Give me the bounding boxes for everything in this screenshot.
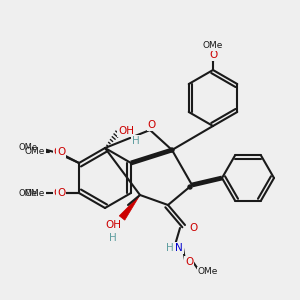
Circle shape bbox=[188, 185, 192, 189]
Text: O: O bbox=[148, 120, 156, 130]
Text: OMe: OMe bbox=[198, 268, 218, 277]
Text: O: O bbox=[209, 50, 217, 60]
Circle shape bbox=[170, 148, 174, 152]
Text: O: O bbox=[54, 188, 62, 198]
Text: O: O bbox=[189, 223, 197, 233]
Text: OH: OH bbox=[118, 126, 134, 136]
Text: N: N bbox=[175, 243, 183, 253]
Text: OMe: OMe bbox=[25, 188, 45, 197]
Text: O: O bbox=[54, 147, 62, 157]
Text: OMe: OMe bbox=[19, 188, 38, 197]
Text: OMe: OMe bbox=[25, 148, 45, 157]
Text: H: H bbox=[109, 233, 117, 243]
Text: O: O bbox=[57, 147, 65, 157]
Text: O: O bbox=[185, 257, 193, 267]
Text: OMe: OMe bbox=[203, 41, 223, 50]
Text: OMe: OMe bbox=[19, 143, 38, 152]
Text: H: H bbox=[132, 136, 140, 146]
Polygon shape bbox=[119, 195, 140, 220]
Text: OH: OH bbox=[105, 220, 121, 230]
Text: H: H bbox=[166, 243, 174, 253]
Text: O: O bbox=[57, 188, 65, 198]
